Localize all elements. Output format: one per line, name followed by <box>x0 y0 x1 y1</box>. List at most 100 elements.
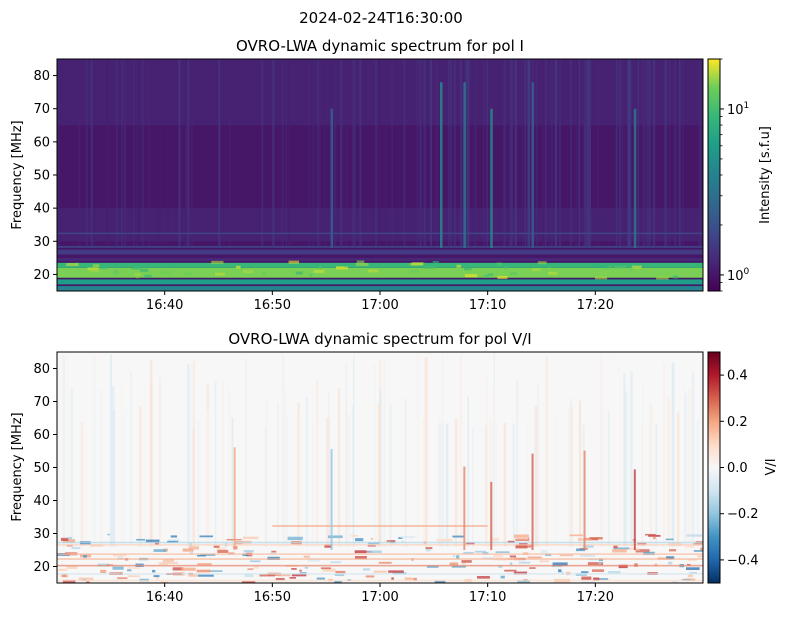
x-tick-label: 16:40 <box>146 298 183 313</box>
heatmap-band <box>57 257 703 262</box>
heatmap-cell <box>242 536 259 540</box>
heatmap-cell <box>100 266 108 270</box>
y-tick-label: 30 <box>33 527 50 542</box>
heatmap-cell <box>496 262 502 266</box>
heatmap-stripe <box>642 381 644 547</box>
heatmap-stripe <box>676 413 679 547</box>
heatmap-stripe <box>524 59 526 248</box>
heatmap-stripe <box>139 406 142 547</box>
heatmap-cell <box>689 572 697 574</box>
heatmap-stripe <box>558 59 561 248</box>
heatmap-cell <box>355 538 364 542</box>
heatmap-stripe <box>576 59 580 248</box>
heatmap-cell <box>637 542 647 546</box>
heatmap-stripe <box>664 59 668 248</box>
heatmap-stripe <box>176 360 178 547</box>
heatmap-stripe <box>57 59 60 248</box>
heatmap-cell <box>100 569 107 574</box>
heatmap-cell <box>160 581 168 583</box>
heatmap-cell <box>461 560 472 563</box>
heatmap-stripe <box>419 59 422 248</box>
chart-title-pol-vi: OVRO-LWA dynamic spectrum for pol V/I <box>228 330 531 348</box>
heatmap-stripe <box>326 417 330 547</box>
heatmap-cell <box>208 570 223 572</box>
heatmap-cell <box>423 266 436 270</box>
y-tick-label: 30 <box>33 235 50 250</box>
x-tick-label: 17:20 <box>577 590 614 605</box>
heatmap-cell <box>247 568 254 570</box>
heatmap-cell <box>581 581 596 583</box>
heatmap-cell <box>593 577 600 581</box>
heatmap-stripe <box>83 430 85 547</box>
heatmap-stripe <box>185 59 187 248</box>
pol-i-y-axis-label: Frequency [MHz] <box>10 120 25 229</box>
heatmap-stripe <box>536 382 540 547</box>
heatmap-cell <box>687 574 693 578</box>
heatmap-stripe <box>449 59 452 248</box>
x-tick-label: 17:00 <box>361 590 398 605</box>
heatmap-cell <box>449 562 459 566</box>
heatmap-stripe <box>579 400 582 547</box>
heatmap-stripe <box>78 59 81 248</box>
heatmap-stripe <box>511 59 513 248</box>
heatmap-stripe <box>473 59 476 248</box>
heatmap-band <box>57 262 703 268</box>
heatmap-cell <box>456 555 460 559</box>
heatmap-cell <box>198 574 214 577</box>
heatmap-cell <box>413 577 417 581</box>
heatmap-stripe <box>313 59 315 248</box>
heatmap-cell <box>370 537 373 540</box>
heatmap-stripe <box>453 59 457 248</box>
heatmap-stripe <box>403 59 406 248</box>
heatmap-stripe <box>272 59 275 248</box>
heatmap-cell <box>117 577 128 580</box>
heatmap-cell <box>693 550 703 552</box>
heatmap-cell <box>432 260 439 264</box>
heatmap-cell <box>697 555 703 558</box>
heatmap-cell <box>354 556 367 560</box>
heatmap-stripe <box>187 364 190 547</box>
heatmap-cell <box>127 575 140 577</box>
heatmap-cell <box>287 536 303 541</box>
heatmap-stripe <box>582 59 585 248</box>
heatmap-stripe <box>178 59 181 248</box>
heatmap-cell <box>425 548 431 552</box>
heatmap-burst <box>490 481 493 550</box>
heatmap-stripe <box>526 59 530 248</box>
heatmap-band <box>57 249 703 255</box>
heatmap-stripe <box>676 59 679 248</box>
heatmap-stripe <box>282 354 285 547</box>
heatmap-stripe <box>570 59 572 248</box>
heatmap-stripe <box>419 59 421 248</box>
heatmap-cell <box>184 272 193 276</box>
heatmap-cell <box>503 266 508 270</box>
heatmap-stripe <box>491 423 495 547</box>
heatmap-stripe <box>624 391 628 547</box>
heatmap-cell <box>513 571 528 575</box>
heatmap-stripe <box>373 364 376 547</box>
heatmap-cell <box>334 574 345 576</box>
colorbar-tick-label: 0.0 <box>727 461 748 476</box>
heatmap-cell <box>500 575 505 579</box>
heatmap-stripe <box>535 408 539 547</box>
y-tick-label: 40 <box>33 494 50 509</box>
heatmap-cell <box>665 538 674 541</box>
heatmap-stripe <box>548 59 550 248</box>
y-tick-label: 60 <box>33 135 50 150</box>
heatmap-stripe <box>337 388 341 547</box>
heatmap-stripe <box>405 398 407 547</box>
heatmap-stripe <box>92 356 96 547</box>
heatmap-cell <box>259 574 275 577</box>
pol-i-heatmap <box>57 59 703 291</box>
heatmap-cell <box>400 540 405 543</box>
heatmap-stripe <box>347 413 351 547</box>
heatmap-stripe <box>229 59 231 248</box>
y-tick-label: 80 <box>33 69 50 84</box>
chart-title-pol-i: OVRO-LWA dynamic spectrum for pol I <box>236 37 524 55</box>
heatmap-cell <box>513 537 529 540</box>
heatmap-stripe <box>607 410 610 547</box>
heatmap-cell <box>112 554 127 557</box>
pol-i-colorbar <box>707 58 721 292</box>
heatmap-cell <box>631 265 642 269</box>
heatmap-cell <box>406 263 415 267</box>
